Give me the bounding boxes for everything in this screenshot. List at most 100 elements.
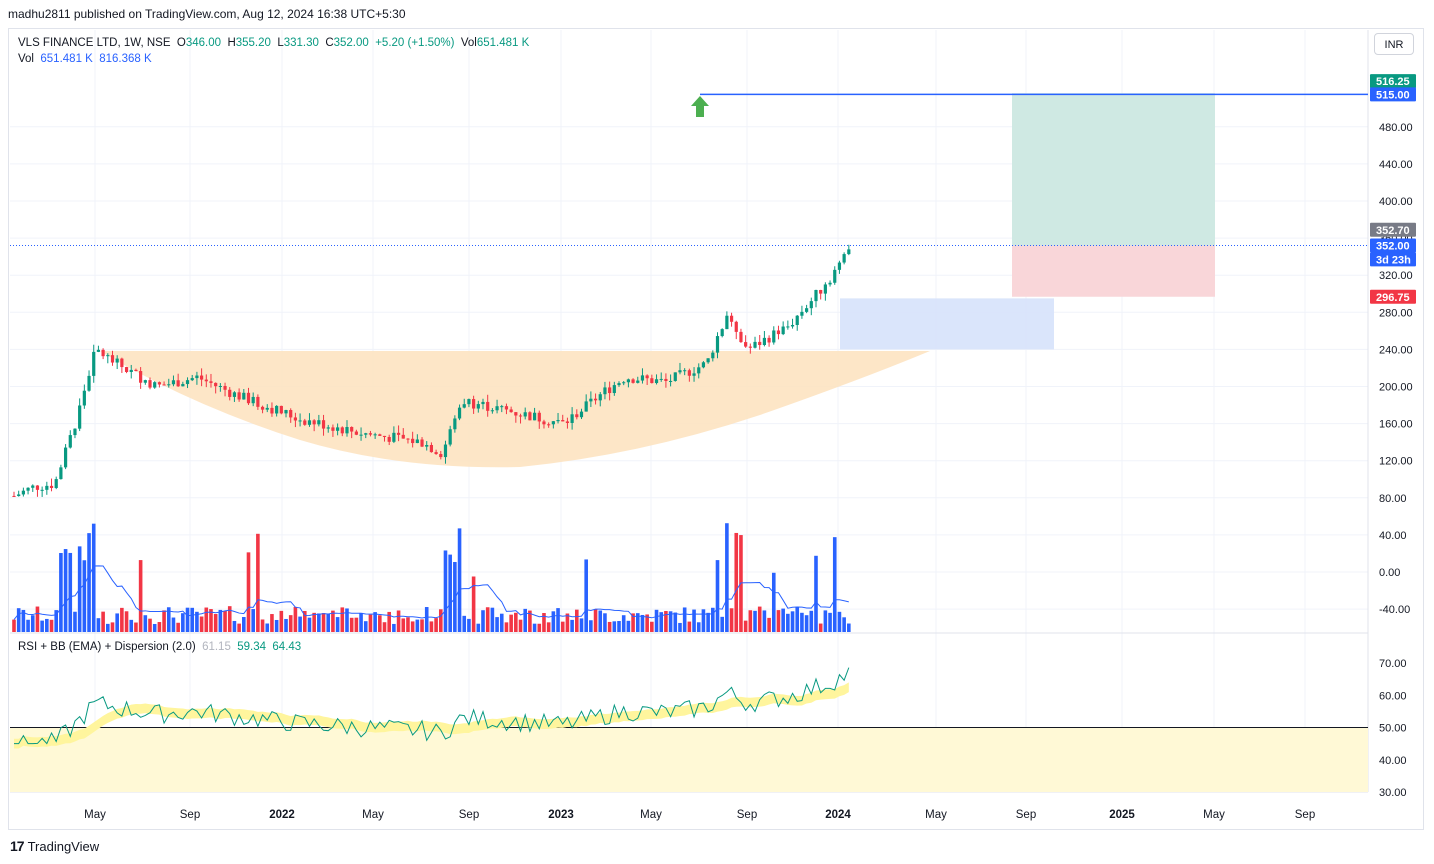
currency-button[interactable]: INR	[1374, 33, 1414, 55]
volume-bar	[26, 619, 30, 632]
cup-pattern-shape	[100, 351, 930, 468]
volume-bar	[575, 609, 579, 632]
time-axis-tick: Sep	[737, 809, 757, 821]
volume-bar	[523, 608, 528, 632]
candle-body	[457, 407, 462, 419]
candle-body	[167, 384, 171, 386]
price-legend: VLS FINANCE LTD, 1W, NSE O346.00 H355.20…	[18, 35, 529, 67]
candle-body	[246, 392, 251, 404]
volume-bar	[429, 621, 434, 632]
volume-bar	[406, 617, 410, 632]
price-axis-tick: 0.00	[1379, 567, 1400, 579]
candle-body	[518, 415, 523, 417]
candle-body	[256, 396, 260, 407]
resistance-price-label-bg	[1370, 87, 1416, 102]
volume-bar	[711, 607, 715, 632]
volume-bar	[82, 560, 87, 632]
candle-body	[467, 399, 471, 405]
candle-body	[406, 438, 410, 440]
candle-body	[303, 420, 307, 425]
candle-body	[584, 401, 588, 412]
volume-bar	[190, 607, 195, 632]
candle-body	[739, 331, 743, 343]
candle-body	[776, 330, 781, 335]
volume-bar	[106, 623, 110, 632]
rsi-bollinger-band	[14, 682, 849, 749]
volume-bar	[809, 610, 814, 632]
volume-bar	[227, 606, 232, 632]
time-axis-tick: 2024	[825, 809, 851, 821]
long-position-target-zone	[1012, 93, 1215, 246]
candle-body	[218, 385, 222, 387]
candle-body	[547, 424, 551, 426]
volume-bar	[143, 615, 148, 632]
volume-bar	[73, 611, 77, 632]
rsi-legend: RSI + BB (EMA) + Dispersion (2.0) 61.15 …	[18, 641, 301, 653]
volume-bar	[298, 616, 302, 632]
candle-body	[45, 485, 49, 490]
bar-countdown-label: 3d 23h	[1376, 254, 1411, 266]
rsi-title[interactable]: RSI + BB (EMA) + Dispersion (2.0)	[18, 641, 196, 653]
candle-body	[204, 379, 208, 382]
candle-body	[143, 380, 147, 383]
footer-brand[interactable]: TradingView	[27, 838, 100, 854]
candle-body	[171, 380, 176, 385]
time-axis-tick: 2025	[1109, 809, 1135, 821]
candle-body	[307, 420, 312, 425]
up-arrow-icon	[691, 96, 709, 117]
candle-body	[448, 429, 452, 445]
price-axis-tick: 40.00	[1379, 530, 1407, 542]
volume-bar	[847, 623, 851, 632]
candle-body	[12, 495, 16, 497]
price-axis-tick: 400.00	[1379, 196, 1413, 208]
volume-bar	[589, 620, 593, 632]
volume-bar	[134, 622, 138, 632]
tradingview-logo-icon[interactable]: 17	[10, 838, 25, 854]
consolidation-box	[840, 298, 1054, 350]
volume-bar	[49, 619, 54, 632]
volume-bar	[424, 607, 429, 632]
volume-bar	[392, 623, 396, 632]
candle-body	[237, 392, 241, 400]
high-value: 355.20	[235, 37, 271, 49]
candle-body	[687, 370, 691, 376]
candle-body	[162, 384, 166, 386]
volume-bar	[767, 617, 771, 632]
candle-body	[561, 420, 565, 422]
candle-body	[762, 337, 766, 346]
candle-body	[78, 405, 82, 429]
candle-body	[697, 367, 701, 374]
volume-bar	[518, 619, 523, 632]
volume-bar	[438, 609, 443, 632]
volume-bar	[495, 617, 499, 632]
volume-indicator-label[interactable]: Vol	[18, 53, 34, 65]
volume-bar	[725, 523, 729, 632]
volume-bar	[734, 532, 739, 632]
volume-bar	[720, 616, 724, 632]
candle-body	[598, 394, 602, 401]
candle-body	[49, 485, 54, 488]
candle-body	[725, 315, 729, 330]
volume-ma-line	[13, 565, 849, 620]
candle-body	[472, 399, 476, 409]
volume-bar	[30, 615, 35, 632]
volume-bar	[378, 615, 382, 632]
volume-bar	[68, 552, 73, 632]
candle-body	[401, 434, 405, 439]
long-position-stop-zone	[1012, 245, 1215, 297]
candle-body	[298, 420, 302, 422]
candle-body	[833, 269, 837, 283]
volume-bar	[748, 610, 753, 632]
volume-bar	[242, 616, 246, 632]
volume-bar	[762, 610, 767, 632]
volume-bar	[302, 610, 307, 632]
time-axis-tick: Sep	[459, 809, 479, 821]
symbol-title[interactable]: VLS FINANCE LTD, 1W, NSE	[18, 37, 171, 49]
change-value: +5.20 (+1.50%)	[375, 37, 455, 49]
candle-body	[570, 414, 574, 423]
candle-body	[528, 412, 532, 421]
volume-bar	[16, 608, 21, 632]
open-label: O	[176, 37, 186, 49]
volume-bar	[781, 608, 785, 632]
